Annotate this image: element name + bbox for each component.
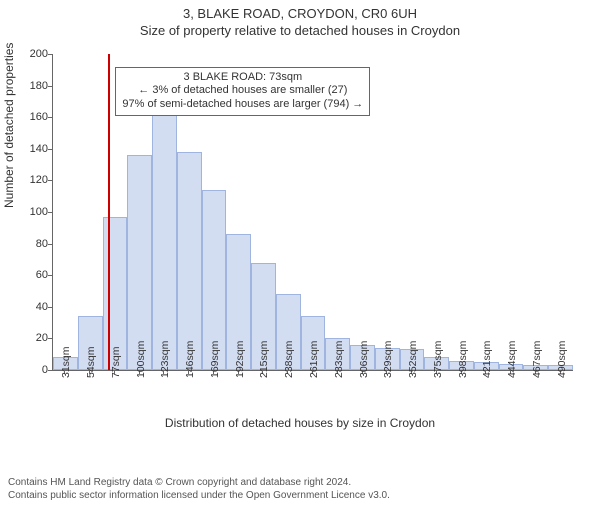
x-tick-label: 490sqm <box>556 341 568 378</box>
x-tick-label: 146sqm <box>184 341 196 378</box>
x-tick-label: 54sqm <box>85 346 97 378</box>
y-tick-mark <box>48 275 52 276</box>
y-tick-mark <box>48 54 52 55</box>
x-tick-label: 31sqm <box>60 346 72 378</box>
y-tick-mark <box>48 212 52 213</box>
y-tick-label: 60 <box>8 269 48 281</box>
y-tick-mark <box>48 180 52 181</box>
y-tick-label: 80 <box>8 238 48 250</box>
x-tick-label: 238sqm <box>283 341 295 378</box>
annotation-line: 3 BLAKE ROAD: 73sqm <box>122 71 363 85</box>
histogram-bar <box>127 155 152 370</box>
annotation-box: 3 BLAKE ROAD: 73sqm← 3% of detached hous… <box>115 67 370 116</box>
plot-area: 3 BLAKE ROAD: 73sqm← 3% of detached hous… <box>52 54 573 371</box>
x-tick-label: 329sqm <box>382 341 394 378</box>
y-tick-label: 20 <box>8 332 48 344</box>
y-tick-label: 200 <box>8 48 48 60</box>
x-tick-label: 261sqm <box>308 341 320 378</box>
x-tick-label: 467sqm <box>531 341 543 378</box>
y-tick-label: 120 <box>8 174 48 186</box>
y-tick-label: 140 <box>8 143 48 155</box>
x-tick-label: 77sqm <box>110 346 122 378</box>
y-tick-mark <box>48 370 52 371</box>
x-tick-label: 169sqm <box>209 341 221 378</box>
x-tick-label: 352sqm <box>407 341 419 378</box>
x-tick-label: 421sqm <box>481 341 493 378</box>
y-tick-mark <box>48 307 52 308</box>
y-tick-mark <box>48 86 52 87</box>
annotation-line: ← 3% of detached houses are smaller (27) <box>122 84 363 98</box>
footer-line: Contains HM Land Registry data © Crown c… <box>8 477 390 490</box>
y-tick-mark <box>48 149 52 150</box>
x-tick-label: 444sqm <box>506 341 518 378</box>
histogram-bar <box>152 105 177 370</box>
title-sub: Size of property relative to detached ho… <box>0 23 600 38</box>
y-tick-mark <box>48 244 52 245</box>
x-tick-label: 283sqm <box>333 341 345 378</box>
annotation-line: 97% of semi-detached houses are larger (… <box>122 98 363 112</box>
chart: Number of detached properties 3 BLAKE RO… <box>0 48 600 438</box>
footer-line: Contains public sector information licen… <box>8 490 390 503</box>
y-tick-label: 180 <box>8 80 48 92</box>
x-tick-label: 306sqm <box>358 341 370 378</box>
x-axis-label: Distribution of detached houses by size … <box>0 416 600 430</box>
x-tick-label: 215sqm <box>258 341 270 378</box>
y-tick-label: 0 <box>8 364 48 376</box>
x-tick-label: 375sqm <box>432 341 444 378</box>
title-main: 3, BLAKE ROAD, CROYDON, CR0 6UH <box>0 6 600 21</box>
x-tick-label: 123sqm <box>159 341 171 378</box>
footer: Contains HM Land Registry data © Crown c… <box>8 477 390 502</box>
y-tick-label: 40 <box>8 301 48 313</box>
x-tick-label: 398sqm <box>457 341 469 378</box>
y-tick-label: 160 <box>8 111 48 123</box>
property-marker-line <box>108 54 110 370</box>
x-tick-label: 100sqm <box>135 341 147 378</box>
y-tick-mark <box>48 117 52 118</box>
y-tick-mark <box>48 338 52 339</box>
x-tick-label: 192sqm <box>234 341 246 378</box>
y-tick-label: 100 <box>8 206 48 218</box>
histogram-bar <box>177 152 202 370</box>
